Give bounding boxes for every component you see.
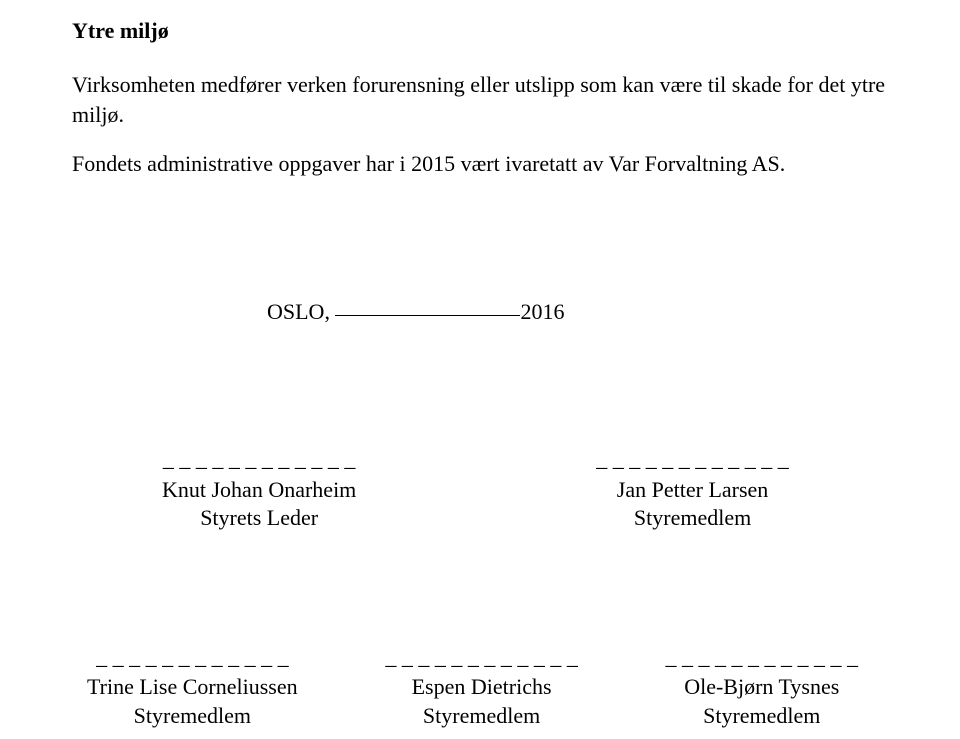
signature-line: _ _ _ _ _ _ _ _ _ _ _ _ (163, 445, 356, 474)
signature-line: _ _ _ _ _ _ _ _ _ _ _ _ (385, 643, 578, 672)
signatory-role: Styremedlem (134, 702, 251, 731)
date-blank-line (335, 315, 520, 316)
signature-row-2: _ _ _ _ _ _ _ _ _ _ _ _ Trine Lise Corne… (72, 643, 888, 731)
document-page: Ytre miljø Virksomheten medfører verken … (0, 0, 960, 731)
signatory-name: Jan Petter Larsen (617, 476, 769, 505)
signatory-role: Styremedlem (703, 702, 820, 731)
signatory-role: Styrets Leder (200, 504, 318, 533)
signature-line: _ _ _ _ _ _ _ _ _ _ _ _ (596, 445, 789, 474)
paragraph-1: Virksomheten medfører verken forurensnin… (72, 70, 888, 129)
paragraph-2: Fondets administrative oppgaver har i 20… (72, 149, 888, 179)
section-heading: Ytre miljø (72, 18, 888, 44)
signature-row-1: _ _ _ _ _ _ _ _ _ _ _ _ Knut Johan Onarh… (72, 445, 888, 533)
date-line: OSLO, 2016 (267, 299, 888, 325)
signature-line: _ _ _ _ _ _ _ _ _ _ _ _ (666, 643, 859, 672)
signatory-name: Espen Dietrichs (412, 673, 552, 702)
signature-block: _ _ _ _ _ _ _ _ _ _ _ _ Espen Dietrichs … (385, 643, 578, 731)
signature-block: _ _ _ _ _ _ _ _ _ _ _ _ Trine Lise Corne… (87, 643, 298, 731)
signature-line: _ _ _ _ _ _ _ _ _ _ _ _ (96, 643, 289, 672)
date-city: OSLO, (267, 299, 330, 324)
signature-block: _ _ _ _ _ _ _ _ _ _ _ _ Ole-Bjørn Tysnes… (666, 643, 859, 731)
signatory-name: Trine Lise Corneliussen (87, 673, 298, 702)
signature-block: _ _ _ _ _ _ _ _ _ _ _ _ Knut Johan Onarh… (162, 445, 356, 533)
signatory-role: Styremedlem (423, 702, 540, 731)
date-year: 2016 (520, 299, 564, 324)
signature-block: _ _ _ _ _ _ _ _ _ _ _ _ Jan Petter Larse… (596, 445, 789, 533)
signatory-name: Ole-Bjørn Tysnes (684, 673, 839, 702)
signatory-role: Styremedlem (634, 504, 751, 533)
signatory-name: Knut Johan Onarheim (162, 476, 356, 505)
